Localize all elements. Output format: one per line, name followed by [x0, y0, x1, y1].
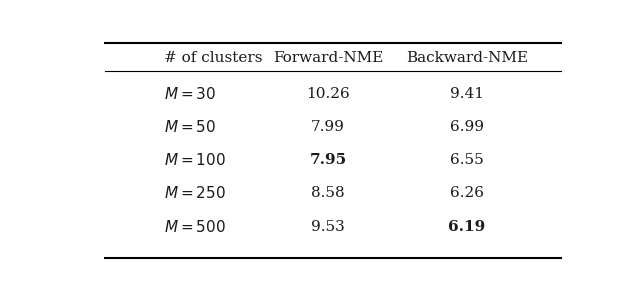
- Text: 6.99: 6.99: [450, 120, 484, 134]
- Text: 9.53: 9.53: [311, 220, 345, 234]
- Text: Forward-NME: Forward-NME: [273, 51, 383, 65]
- Text: $M = 50$: $M = 50$: [164, 119, 216, 135]
- Text: Backward-NME: Backward-NME: [406, 51, 528, 65]
- Text: 7.99: 7.99: [311, 120, 345, 134]
- Text: $M = 30$: $M = 30$: [164, 86, 216, 102]
- Text: 6.26: 6.26: [450, 186, 484, 201]
- Text: $M = 500$: $M = 500$: [164, 219, 226, 235]
- Text: 9.41: 9.41: [450, 87, 484, 101]
- Text: 10.26: 10.26: [306, 87, 350, 101]
- Text: 7.95: 7.95: [309, 153, 347, 167]
- Text: $M = 100$: $M = 100$: [164, 152, 226, 168]
- Text: # of clusters: # of clusters: [164, 51, 263, 65]
- Text: 6.55: 6.55: [450, 153, 484, 167]
- Text: $M = 250$: $M = 250$: [164, 185, 226, 201]
- Text: 6.19: 6.19: [448, 220, 486, 234]
- Text: 8.58: 8.58: [311, 186, 345, 201]
